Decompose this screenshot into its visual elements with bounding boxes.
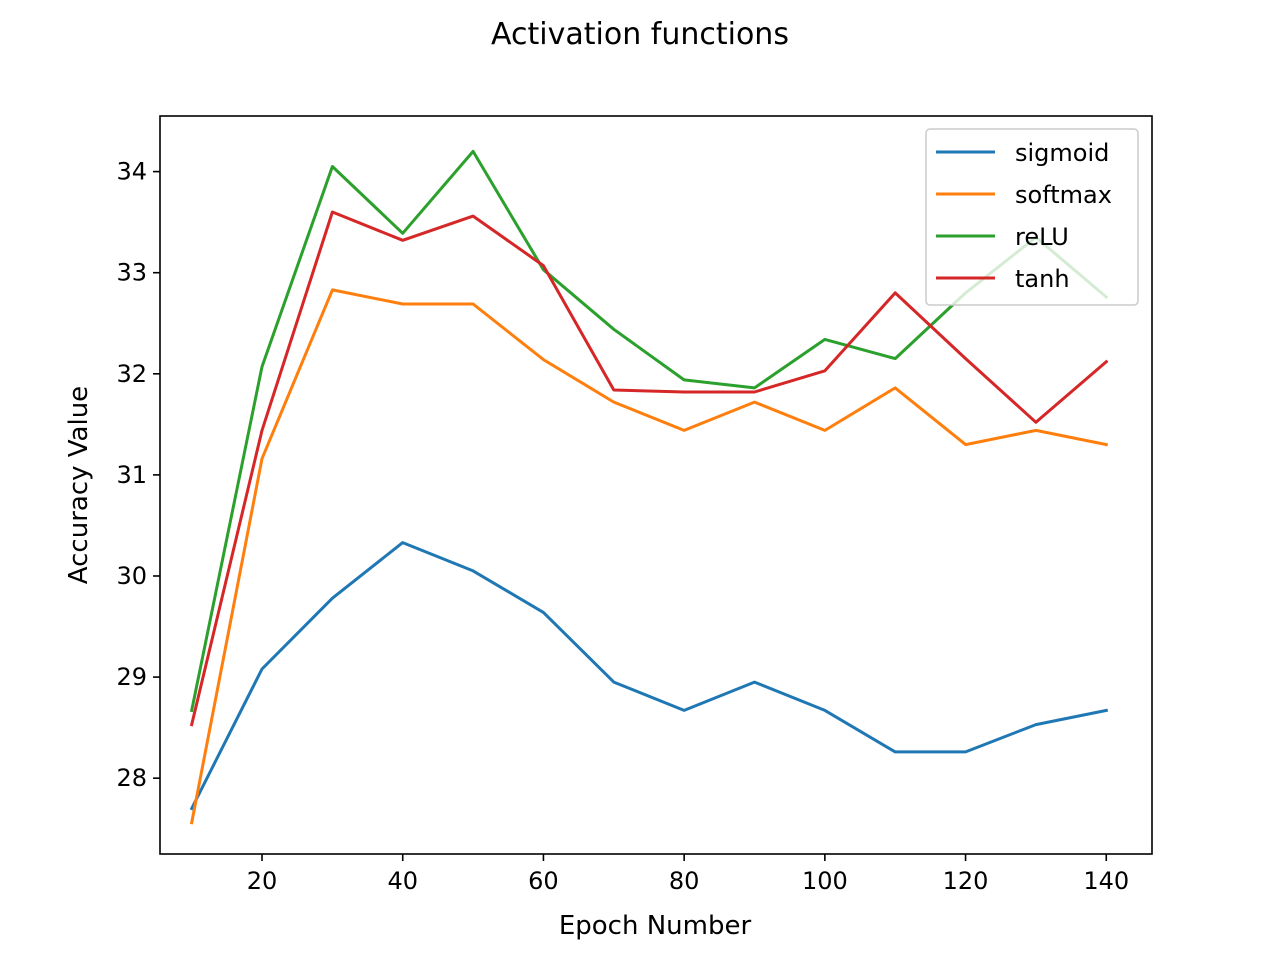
plot-frame [159, 115, 1153, 855]
legend-label-softmax: softmax [1015, 181, 1112, 209]
y-tick-label: 31 [116, 461, 147, 489]
series-line-tanh [189, 210, 1109, 727]
chart-title: Activation functions [491, 17, 789, 52]
x-tick-label: 80 [669, 867, 700, 895]
x-tick-label: 100 [802, 867, 848, 895]
x-tick-label: 20 [247, 867, 278, 895]
y-tick-label: 34 [116, 158, 147, 186]
y-tick-label: 30 [116, 562, 147, 590]
series-layer [189, 149, 1109, 825]
x-axis-ticks: 20 40 60 80 100 120 140 [247, 854, 1129, 895]
legend-box [925, 128, 1139, 306]
x-tick-label: 140 [1083, 867, 1129, 895]
x-tick-label: 60 [528, 867, 559, 895]
y-axis-ticks: 28 29 30 31 32 33 34 [116, 158, 160, 792]
y-tick-label: 29 [116, 663, 147, 691]
plot-area: 20 40 60 80 100 120 140 28 29 30 31 32 33 34 [116, 115, 1153, 895]
legend: sigmoid softmax reLU tanh [925, 128, 1139, 306]
x-axis-label: Epoch Number [559, 911, 752, 941]
y-tick-label: 28 [116, 764, 147, 792]
x-tick-label: 120 [943, 867, 989, 895]
y-tick-label: 32 [116, 360, 147, 388]
y-tick-label: 33 [116, 259, 147, 287]
series-line-softmax [189, 288, 1109, 825]
legend-label-sigmoid: sigmoid [1015, 139, 1109, 167]
x-tick-label: 40 [387, 867, 418, 895]
series-line-sigmoid [189, 541, 1109, 811]
legend-label-tanh: tanh [1015, 265, 1070, 293]
legend-label-relu: reLU [1015, 223, 1069, 251]
y-axis-label: Accuracy Value [64, 386, 94, 584]
